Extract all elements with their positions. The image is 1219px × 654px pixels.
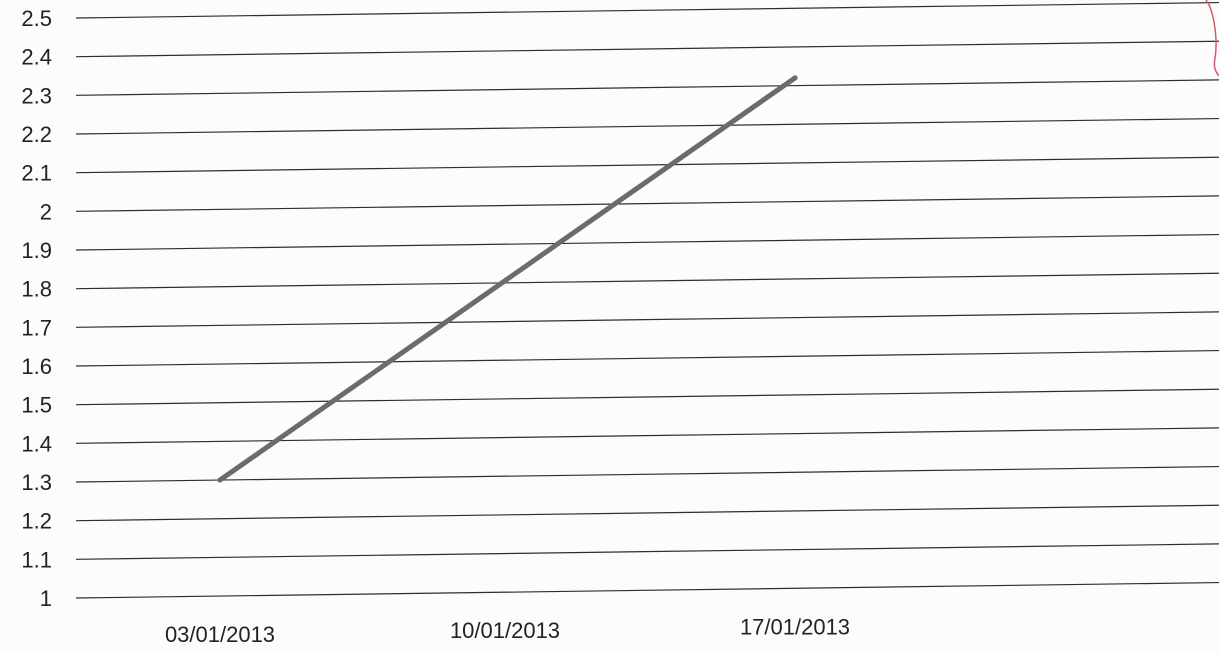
gridline <box>75 1 1219 19</box>
x-tick-label: 10/01/2013 <box>450 618 560 643</box>
gridline <box>75 272 1219 290</box>
y-tick-label: 2 <box>40 199 52 224</box>
red-circle-edge-mark <box>1205 0 1219 77</box>
series-line <box>217 75 798 483</box>
y-tick-label: 1.7 <box>21 315 52 340</box>
data-point <box>217 477 223 483</box>
x-tick-label: 17/01/2013 <box>740 614 850 639</box>
x-tick-label: 03/01/2013 <box>165 622 275 647</box>
data-point <box>792 75 798 81</box>
gridline <box>75 349 1219 367</box>
gridlines <box>75 1 1219 599</box>
y-tick-label: 1.3 <box>21 470 52 495</box>
y-tick-label: 1.1 <box>21 547 52 572</box>
y-tick-label: 2.2 <box>21 122 52 147</box>
x-axis-ticks: 03/01/2013 10/01/2013 17/01/2013 <box>165 614 850 647</box>
gridline <box>75 195 1219 212</box>
y-tick-label: 1 <box>40 586 52 611</box>
y-tick-label: 1.4 <box>21 431 52 456</box>
y-tick-label: 1.9 <box>21 238 52 263</box>
gridline <box>75 388 1219 406</box>
y-tick-label: 1.5 <box>21 393 52 418</box>
y-tick-label: 2.3 <box>21 83 52 108</box>
y-tick-label: 2.4 <box>21 45 52 70</box>
gridline <box>75 504 1219 522</box>
y-tick-label: 2.1 <box>21 161 52 186</box>
y-tick-label: 1.6 <box>21 354 52 379</box>
gridline <box>75 233 1219 251</box>
gridline <box>75 427 1219 444</box>
gridline <box>75 40 1219 58</box>
gridline <box>75 543 1219 560</box>
y-tick-label: 1.8 <box>21 277 52 302</box>
y-axis-ticks: 1 1.1 1.2 1.3 1.4 1.5 1.6 1.7 1.8 1.9 2 2.1 2.2 2.3 2.… <box>21 6 52 611</box>
y-tick-label: 1.2 <box>21 509 52 534</box>
gridline <box>75 117 1219 135</box>
gridline <box>75 581 1219 599</box>
series <box>217 75 798 483</box>
gridline <box>75 156 1219 174</box>
gridline <box>75 465 1219 483</box>
gridline <box>75 79 1219 96</box>
gridline <box>75 311 1219 328</box>
y-tick-label: 2.5 <box>21 6 52 31</box>
